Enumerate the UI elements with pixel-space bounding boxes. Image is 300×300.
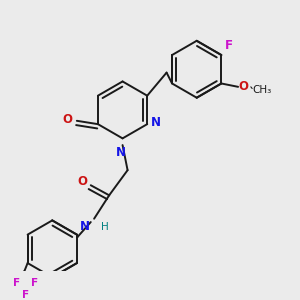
Text: O: O [63, 112, 73, 126]
Text: N: N [151, 116, 161, 129]
Text: H: H [101, 222, 109, 232]
Text: F: F [31, 278, 38, 288]
Text: F: F [225, 39, 233, 52]
Text: N: N [116, 146, 126, 159]
Text: N: N [80, 220, 90, 233]
Text: O: O [239, 80, 249, 93]
Text: F: F [22, 290, 29, 300]
Text: CH₃: CH₃ [252, 85, 272, 94]
Text: F: F [13, 278, 20, 288]
Text: O: O [77, 176, 87, 188]
